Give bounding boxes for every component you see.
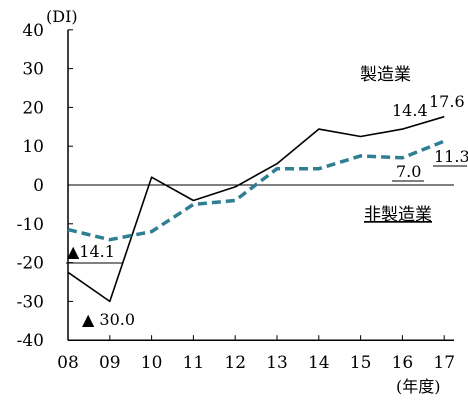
x-tick-label: 11 [183,353,205,373]
y-tick-labels: 40 30 20 10 0 -10 -20 -30 -40 [17,21,73,351]
y-tick-label: 40 [22,21,44,41]
x-tick-labels: 08 09 10 11 12 13 14 15 16 17 [57,335,455,373]
series-line-non-manufacturing [67,139,445,242]
x-unit-label: (年度) [396,377,441,396]
y-tick-label: -40 [17,331,44,351]
series-lines [67,115,445,303]
y-axis-label: (DI) [46,7,78,26]
annotation-mfg-2009: ▲ 30.0 [82,310,135,329]
series-label-manufacturing: 製造業 [360,65,411,85]
x-tick-label: 08 [57,353,79,373]
y-tick-label: 0 [33,176,44,196]
series-line-manufacturing [67,115,445,303]
x-tick-label: 12 [224,353,246,373]
y-tick-label: 10 [22,137,44,157]
annotation-nonmfg-2016: 7.0 [396,162,421,181]
annotation-mfg-2016: 14.4 [392,101,428,120]
y-tick-label: -30 [17,292,44,312]
y-tick-label: 30 [22,60,44,80]
x-tick-label: 16 [392,353,414,373]
x-tick-label: 17 [433,353,455,373]
x-tick-label: 15 [350,353,372,373]
y-tick-label: -10 [17,215,44,235]
x-tick-label: 14 [308,353,330,373]
y-tick-label: 20 [22,98,44,118]
x-tick-label: 10 [141,353,163,373]
annotation-mfg-2017: 17.6 [429,92,465,111]
annotation-nonmfg-2009: ▲14.1 [67,242,115,261]
x-tick-label: 13 [266,353,288,373]
series-label-non-manufacturing: 非製造業 [364,205,432,225]
y-tick-label: -20 [17,254,44,274]
x-tick-label: 09 [99,353,121,373]
annotation-nonmfg-2017: 11.3 [434,147,468,166]
